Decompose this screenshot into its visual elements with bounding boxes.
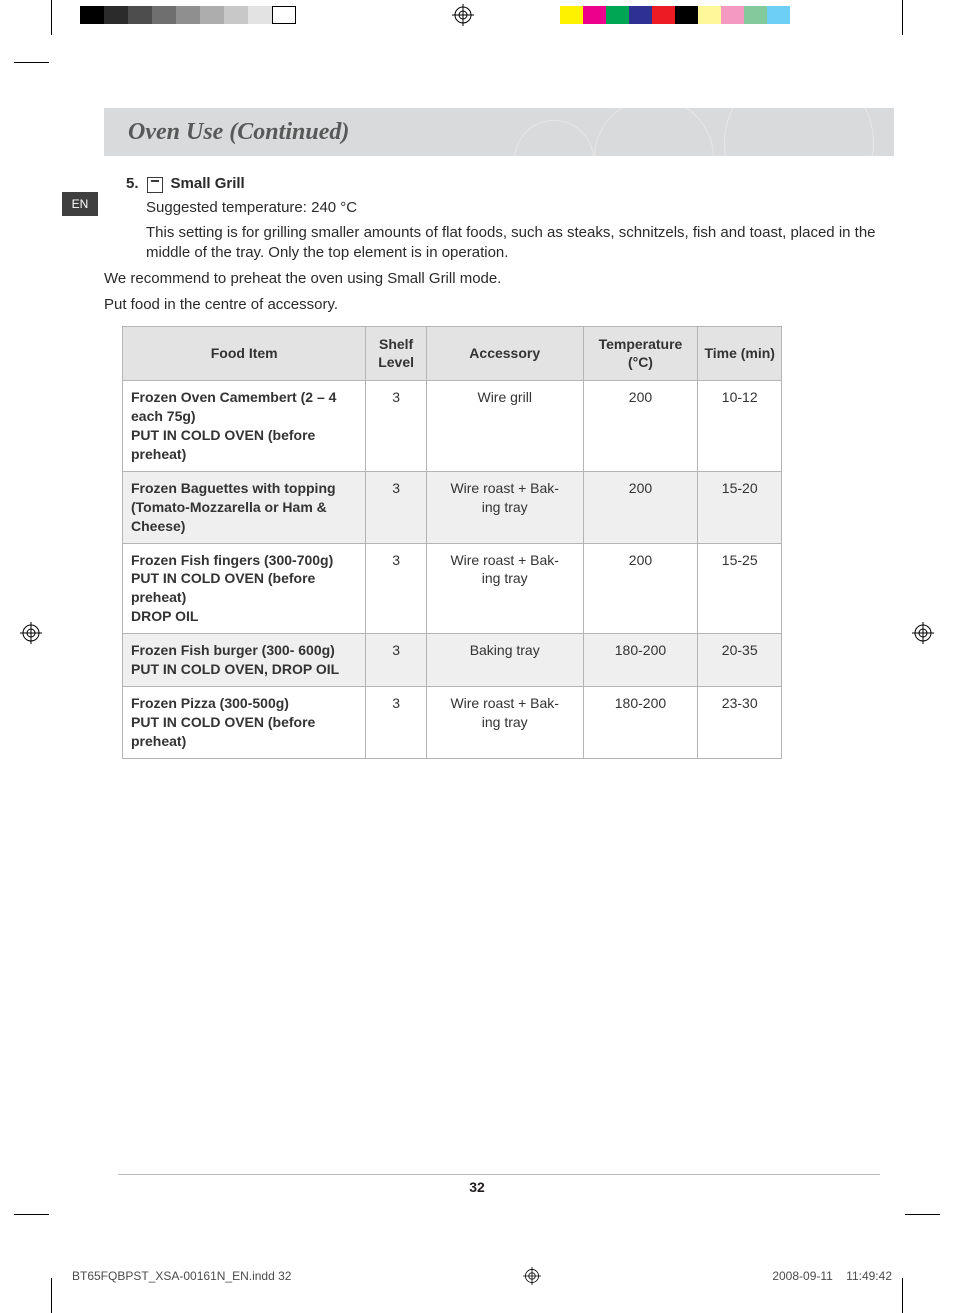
- col-time: Time (min): [698, 326, 782, 381]
- mode-number: 5.: [126, 174, 139, 194]
- cell-value: 200: [583, 543, 698, 634]
- cell-value: 180-200: [583, 634, 698, 687]
- crop-mark: [51, 1278, 52, 1313]
- decorative-circle: [724, 108, 874, 156]
- cell-value: 3: [366, 381, 427, 472]
- cell-food: Frozen Pizza (300-500g) PUT IN COLD OVEN…: [123, 686, 366, 758]
- gray-step: [104, 6, 128, 24]
- footer-date: 2008-09-11: [772, 1269, 833, 1283]
- cell-value: 3: [366, 634, 427, 687]
- gray-step: [200, 6, 224, 24]
- cell-value: 180-200: [583, 686, 698, 758]
- cell-value: Wire roast + Bak- ing tray: [426, 686, 583, 758]
- color-swatch: [744, 6, 767, 24]
- gray-step: [176, 6, 200, 24]
- cell-value: 200: [583, 471, 698, 543]
- cell-value: 3: [366, 471, 427, 543]
- mode-heading: 5. Small Grill: [126, 174, 894, 194]
- color-swatch: [675, 6, 698, 24]
- table-row: Frozen Fish fingers (300-700g) PUT IN CO…: [123, 543, 782, 634]
- cell-value: 3: [366, 686, 427, 758]
- cell-value: 23-30: [698, 686, 782, 758]
- cell-food: Frozen Oven Camembert (2 – 4 each 75g) P…: [123, 381, 366, 472]
- gray-step: [80, 6, 104, 24]
- gray-step: [248, 6, 272, 24]
- col-accessory: Accessory: [426, 326, 583, 381]
- crop-mark: [51, 0, 52, 35]
- col-shelf: Shelf Level: [366, 326, 427, 381]
- table-row: Frozen Pizza (300-500g) PUT IN COLD OVEN…: [123, 686, 782, 758]
- table-row: Frozen Oven Camembert (2 – 4 each 75g) P…: [123, 381, 782, 472]
- cell-value: 200: [583, 381, 698, 472]
- registration-mark-icon: [452, 4, 474, 26]
- col-temperature: Temperature (°C): [583, 326, 698, 381]
- footer-datetime: 2008-09-11 11:49:42: [772, 1269, 892, 1283]
- page-number: 32: [0, 1179, 954, 1195]
- color-swatch: [606, 6, 629, 24]
- cell-value: Baking tray: [426, 634, 583, 687]
- mode-description: This setting is for grilling smaller amo…: [146, 223, 894, 264]
- color-bar: [560, 6, 790, 24]
- mode-name: Small Grill: [171, 174, 245, 194]
- footer-rule: [118, 1174, 880, 1175]
- footer-time: 11:49:42: [846, 1269, 892, 1283]
- cell-value: 10-12: [698, 381, 782, 472]
- table-row: Frozen Baguettes with topping (Tomato-Mo…: [123, 471, 782, 543]
- registration-mark-icon: [912, 622, 934, 644]
- language-tab: EN: [62, 192, 98, 216]
- cell-value: 20-35: [698, 634, 782, 687]
- crop-mark: [14, 1214, 49, 1215]
- color-swatch: [721, 6, 744, 24]
- cell-value: 3: [366, 543, 427, 634]
- cell-food: Frozen Baguettes with topping (Tomato-Mo…: [123, 471, 366, 543]
- table-row: Frozen Fish burger (300- 600g) PUT IN CO…: [123, 634, 782, 687]
- color-swatch: [767, 6, 790, 24]
- col-food: Food Item: [123, 326, 366, 381]
- gray-step: [152, 6, 176, 24]
- cell-value: Wire grill: [426, 381, 583, 472]
- section-header: Oven Use (Continued): [104, 108, 894, 156]
- crop-mark: [902, 0, 903, 35]
- cell-value: 15-25: [698, 543, 782, 634]
- preheat-note: We recommend to preheat the oven using S…: [104, 269, 894, 289]
- color-swatch: [652, 6, 675, 24]
- print-footer: BT65FQBPST_XSA-00161N_EN.indd 32 2008-09…: [72, 1267, 892, 1285]
- gray-step: [128, 6, 152, 24]
- placement-note: Put food in the centre of accessory.: [104, 295, 894, 315]
- color-swatch: [629, 6, 652, 24]
- suggested-temperature: Suggested temperature: 240 °C: [146, 198, 894, 218]
- registration-mark-icon: [20, 622, 42, 644]
- cell-value: 15-20: [698, 471, 782, 543]
- page-title: Oven Use (Continued): [128, 119, 349, 146]
- color-swatch: [560, 6, 583, 24]
- section-body: 5. Small Grill Suggested temperature: 24…: [104, 174, 894, 759]
- decorative-circle: [514, 120, 594, 156]
- footer-filename: BT65FQBPST_XSA-00161N_EN.indd 32: [72, 1269, 291, 1283]
- color-swatch: [698, 6, 721, 24]
- cell-food: Frozen Fish burger (300- 600g) PUT IN CO…: [123, 634, 366, 687]
- gray-step-wedge: [80, 6, 296, 24]
- registration-mark-icon: [523, 1267, 541, 1285]
- gray-step: [272, 6, 296, 24]
- small-grill-icon: [147, 177, 163, 193]
- decorative-circle: [594, 108, 714, 156]
- cell-value: Wire roast + Bak- ing tray: [426, 471, 583, 543]
- page-content: Oven Use (Continued) 5. Small Grill Sugg…: [104, 108, 894, 759]
- table-header-row: Food Item Shelf Level Accessory Temperat…: [123, 326, 782, 381]
- cell-food: Frozen Fish fingers (300-700g) PUT IN CO…: [123, 543, 366, 634]
- gray-step: [224, 6, 248, 24]
- cell-value: Wire roast + Bak- ing tray: [426, 543, 583, 634]
- cooking-table: Food Item Shelf Level Accessory Temperat…: [122, 326, 782, 759]
- crop-mark: [905, 1214, 940, 1215]
- crop-mark: [14, 62, 49, 63]
- crop-mark: [902, 1278, 903, 1313]
- color-swatch: [583, 6, 606, 24]
